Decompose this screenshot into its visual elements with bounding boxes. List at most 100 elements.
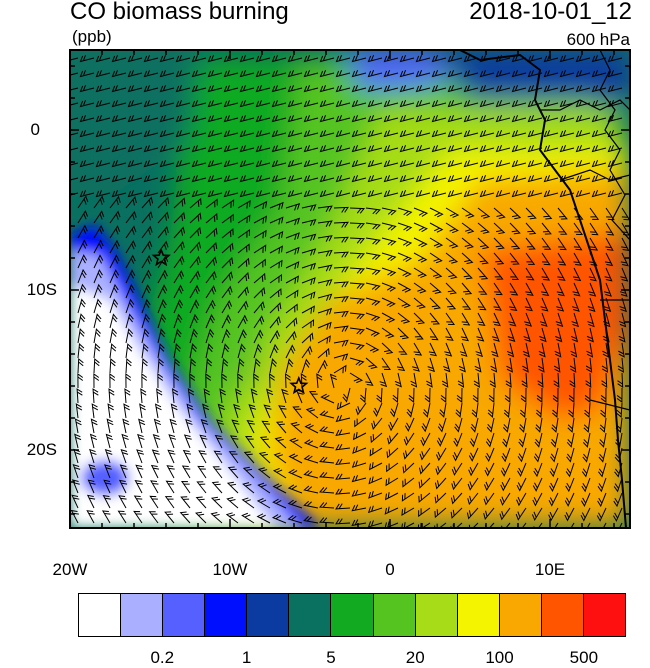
wind-barb [223, 69, 239, 78]
wind-barb [522, 357, 529, 373]
wind-barb [499, 522, 511, 528]
wind-barb [573, 237, 583, 251]
wind-barb [527, 174, 543, 183]
wind-barb [157, 313, 167, 329]
wind-barb [207, 84, 223, 93]
wind-barb [86, 510, 95, 524]
wind-barb [159, 69, 175, 78]
wind-barb [207, 114, 223, 123]
wind-barb [365, 222, 381, 230]
wind-barb [351, 189, 367, 198]
wind-barb [607, 174, 623, 183]
wind-barb [589, 222, 599, 236]
wind-barb [197, 465, 207, 479]
wind-barb [133, 495, 143, 509]
wind-barb [111, 114, 127, 123]
wind-barb [621, 237, 630, 252]
wind-barb [189, 197, 202, 209]
wind-barb [613, 492, 623, 508]
wind-barb [383, 99, 399, 108]
wind-barb [223, 144, 239, 153]
wind-barb [517, 447, 527, 463]
wind-barb [607, 99, 623, 108]
wind-barb [79, 144, 95, 153]
wind-barb [570, 327, 579, 343]
wind-barb [333, 310, 349, 318]
wind-barbs [70, 54, 630, 528]
wind-barb [303, 129, 319, 138]
wind-barb [493, 252, 505, 265]
wind-barb [527, 99, 543, 108]
wind-barb [246, 420, 255, 434]
wind-barb [253, 329, 264, 344]
wind-barb [495, 159, 511, 168]
wind-barb [508, 312, 517, 327]
wind-barb [615, 417, 623, 433]
wind-barb [351, 69, 367, 78]
wind-barb [495, 189, 511, 198]
wind-barb [231, 419, 240, 434]
wind-barb [477, 207, 491, 219]
wind-barb [189, 226, 202, 239]
wind-barb [527, 54, 543, 63]
wind-barb [195, 496, 207, 509]
wind-barb [509, 267, 520, 280]
wind-barb [157, 196, 170, 209]
wind-barb [125, 269, 136, 284]
wind-barb [258, 451, 271, 464]
wind-barb [399, 69, 415, 78]
wind-barb [333, 296, 349, 303]
lat-label-10s: 10S [26, 280, 57, 299]
wind-barb [303, 174, 319, 183]
wind-barb [483, 477, 495, 492]
wind-barb [290, 422, 303, 434]
wind-barb [157, 284, 168, 299]
wind-barb [199, 434, 208, 449]
wind-barb [237, 373, 243, 389]
wind-barb [221, 242, 234, 254]
wind-barb [189, 313, 199, 329]
wind-barb [164, 496, 175, 509]
wind-barb [543, 84, 559, 93]
wind-barb [207, 129, 223, 138]
wind-barb [491, 342, 499, 358]
wind-barb [93, 328, 101, 344]
wind-barb [319, 456, 335, 464]
wind-barb [424, 387, 431, 403]
colorbar-tick-label: 20 [405, 648, 425, 667]
wind-barb [495, 114, 511, 123]
wind-barb [111, 159, 127, 168]
wind-barb [365, 267, 381, 276]
wind-barb [79, 84, 95, 93]
colorbar-swatch-1 [121, 594, 164, 636]
wind-barb [79, 99, 95, 108]
wind-barb [319, 441, 335, 449]
wind-barb [292, 406, 303, 419]
wind-barb [447, 99, 463, 108]
wind-barb [571, 312, 579, 328]
wind-barb [351, 460, 367, 468]
wind-barb [476, 327, 485, 342]
wind-barb [511, 189, 527, 198]
wind-barb [127, 159, 143, 168]
wind-barb [474, 357, 482, 373]
wind-barb [451, 477, 463, 491]
wind-barb [368, 462, 383, 471]
wind-barb [556, 297, 565, 312]
wind-barb [138, 418, 146, 434]
wind-barb [483, 492, 495, 506]
wind-barb [493, 207, 506, 219]
wind-barb [415, 144, 431, 153]
wind-barb [266, 388, 274, 404]
wind-barb [285, 289, 299, 299]
wind-barb [125, 373, 132, 389]
wind-barb [195, 511, 207, 524]
wind-barb [431, 129, 447, 138]
wind-barb [477, 267, 489, 280]
wind-barb [221, 256, 234, 269]
wind-barb [463, 174, 479, 183]
wind-barb [559, 54, 575, 63]
wind-barb [381, 357, 392, 370]
wind-barb [365, 312, 381, 322]
wind-barb [591, 159, 607, 168]
